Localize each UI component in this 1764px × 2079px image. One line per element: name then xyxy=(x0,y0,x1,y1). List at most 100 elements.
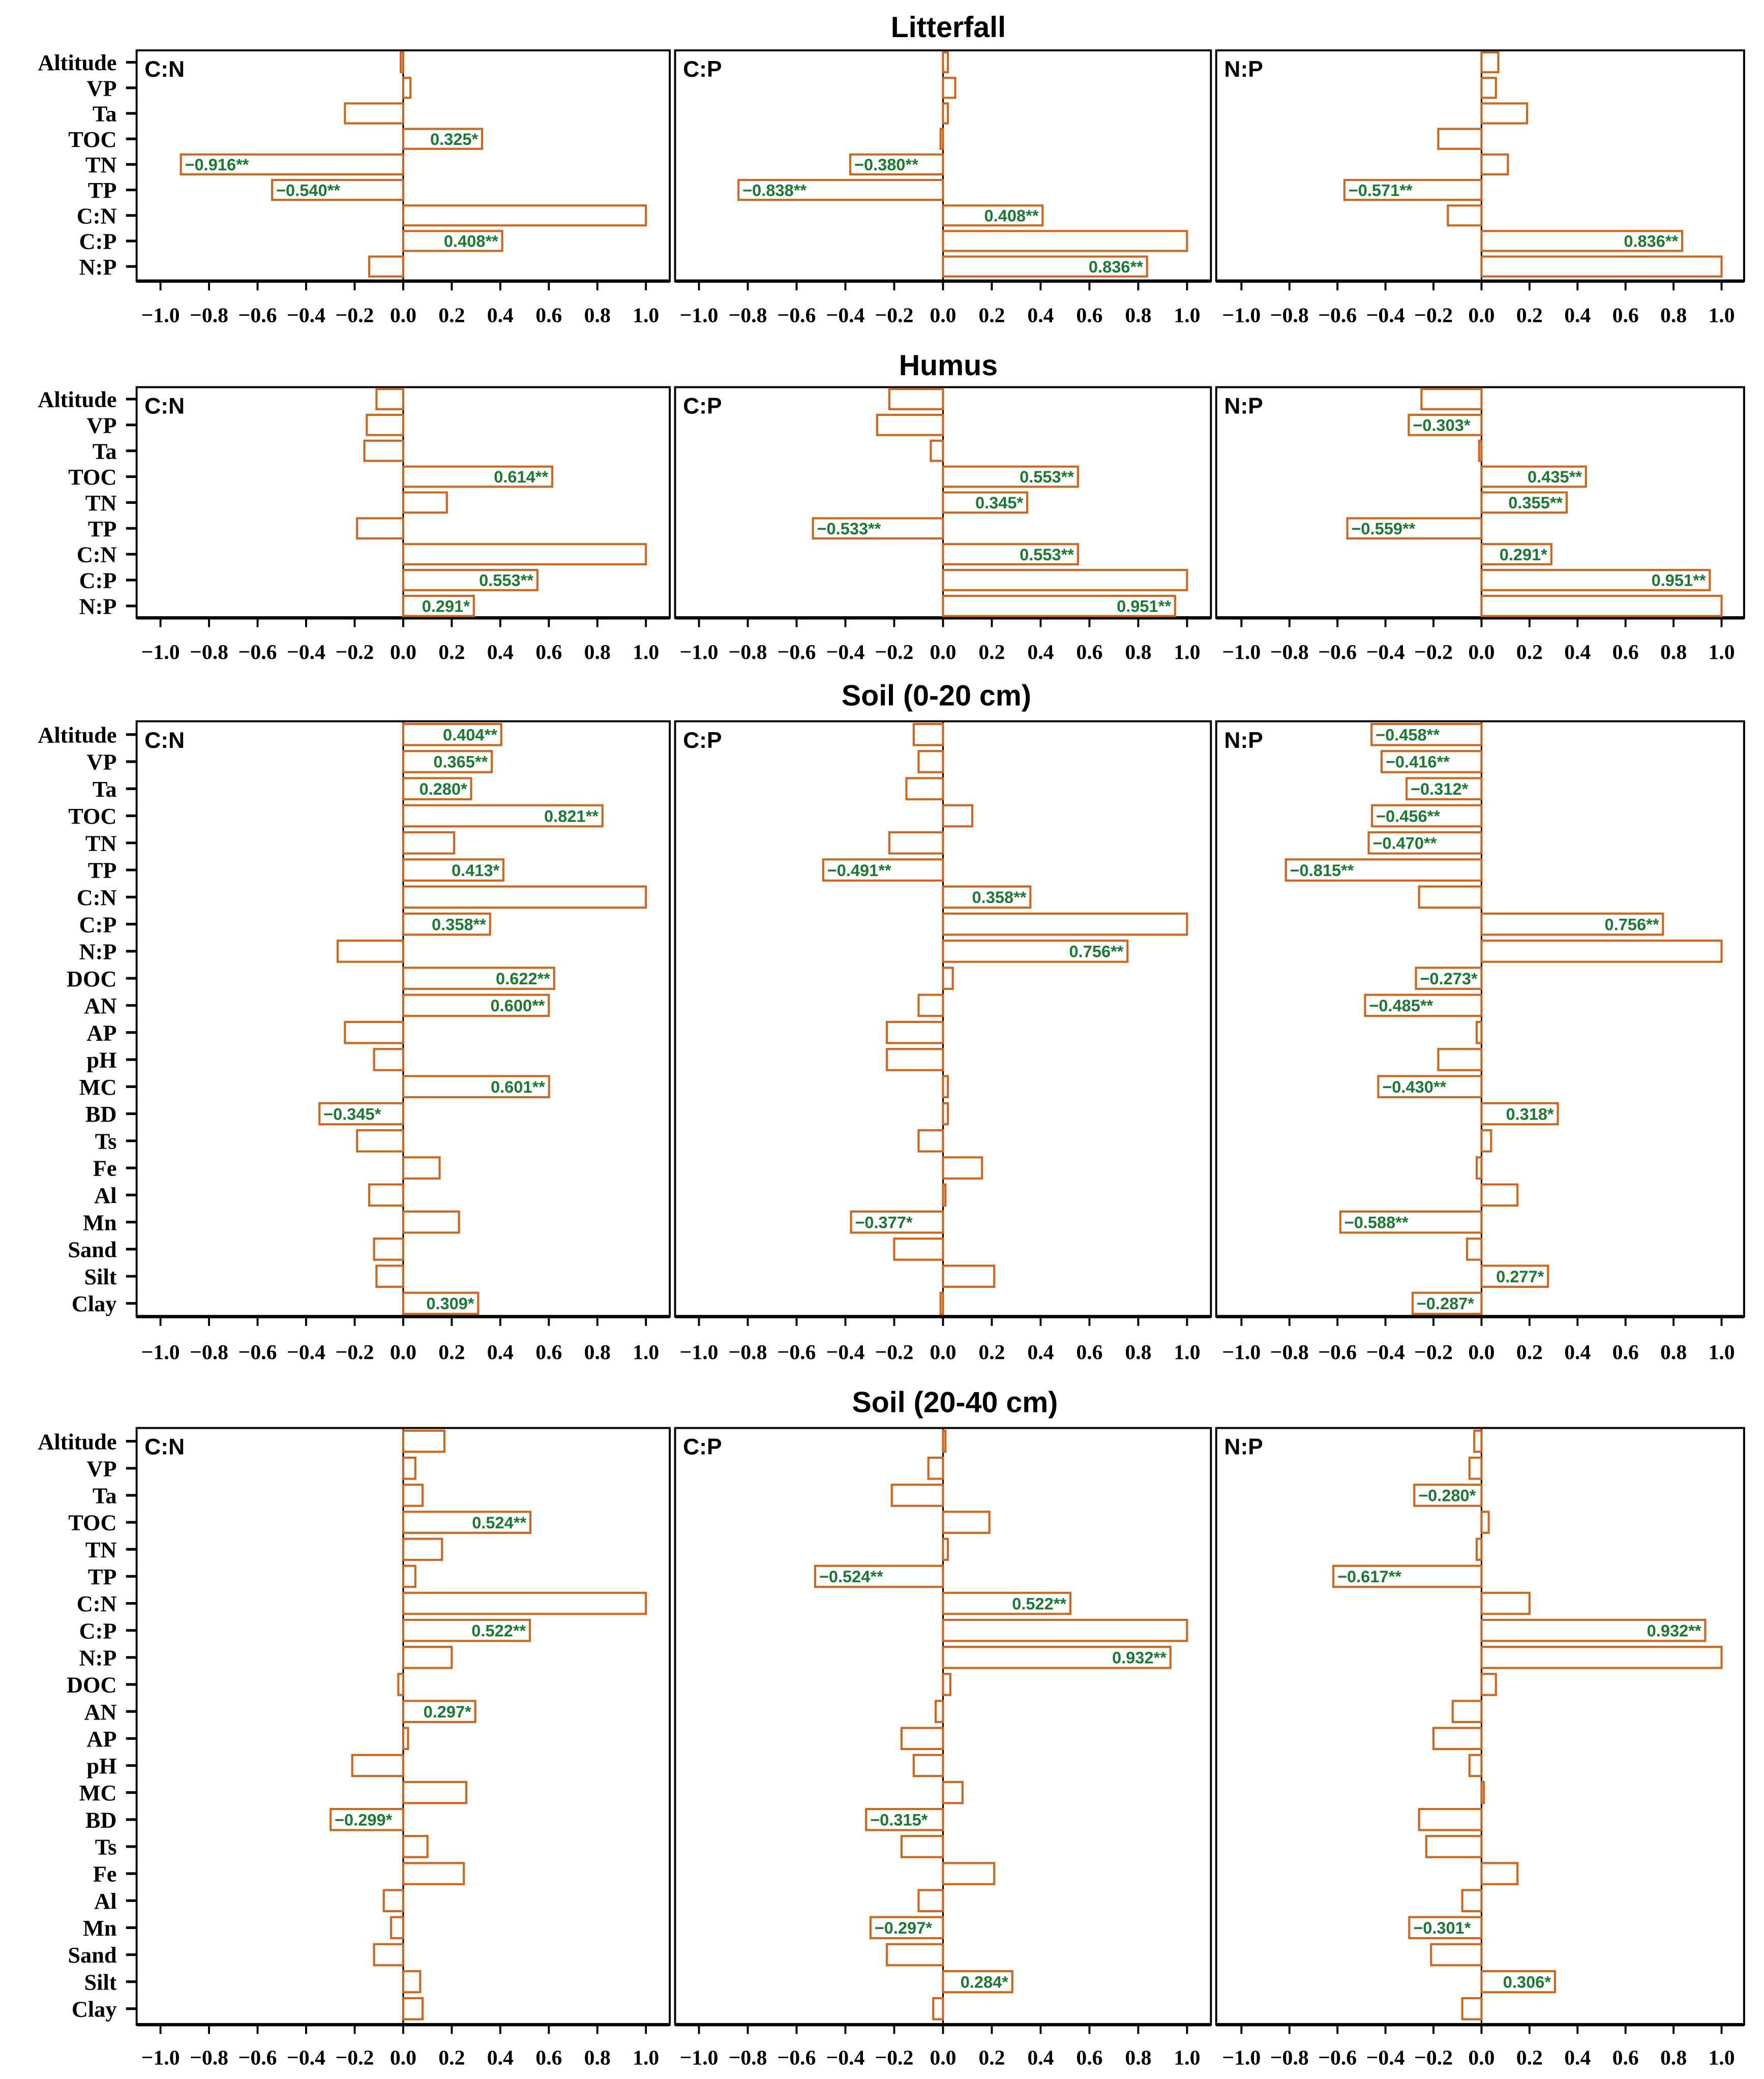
data-label: 0.325* xyxy=(430,130,479,148)
data-label: −0.297* xyxy=(875,1918,933,1937)
bar xyxy=(402,1997,424,2021)
x-tick-label: −1.0 xyxy=(1222,304,1261,327)
data-label: 0.408** xyxy=(984,206,1039,225)
x-tick-label: 0.6 xyxy=(1612,304,1639,327)
x-tick-label: 1.0 xyxy=(1708,304,1735,327)
x-tick-label: −0.2 xyxy=(1414,1341,1453,1364)
bar xyxy=(1468,1456,1483,1480)
data-label: −0.485** xyxy=(1369,996,1433,1015)
bar xyxy=(402,777,472,801)
bar xyxy=(1480,543,1552,565)
category-label: C:P xyxy=(79,912,117,937)
x-tick-label: −0.6 xyxy=(238,641,277,664)
data-label: 0.836** xyxy=(1089,257,1143,276)
panel-label: C:N xyxy=(144,728,185,753)
x-tick-label: 0.8 xyxy=(1125,2046,1151,2069)
bar xyxy=(942,1618,1188,1642)
data-label: −0.491** xyxy=(827,861,891,880)
panel-C:P: C:P −1.0 −0.8 −0.6 −0.4 −0.2 0.0 0.2 0.4 0.6 0.8 1.… xyxy=(674,386,1212,664)
bar xyxy=(1418,885,1483,909)
x-tick-label: −0.6 xyxy=(1318,304,1357,327)
bar xyxy=(849,153,944,176)
bar xyxy=(890,1484,944,1507)
bar xyxy=(1451,1700,1483,1723)
bar xyxy=(1480,1781,1485,1804)
x-tick-label: 0.4 xyxy=(1564,2046,1591,2069)
data-label: 0.553** xyxy=(1020,545,1074,564)
category-label: VP xyxy=(86,75,116,101)
bar xyxy=(912,722,944,746)
data-label: −0.815** xyxy=(1290,861,1354,880)
category-label: C:N xyxy=(77,203,117,228)
x-tick-label: −1.0 xyxy=(1222,2046,1261,2069)
data-label: −0.470** xyxy=(1372,834,1437,853)
data-label: 0.522** xyxy=(1012,1594,1066,1613)
data-label: −0.377* xyxy=(855,1213,913,1231)
x-tick-label: 0.6 xyxy=(1076,304,1102,327)
bar xyxy=(1480,491,1568,514)
x-tick-label: 0.6 xyxy=(1076,641,1102,664)
bar xyxy=(1480,102,1529,125)
category-label: Mn xyxy=(83,1915,117,1941)
bar xyxy=(942,1511,991,1534)
x-tick-label: −0.4 xyxy=(1366,304,1405,327)
category-label: AN xyxy=(84,993,116,1018)
x-tick-label: −1.0 xyxy=(141,2046,180,2069)
bar xyxy=(942,543,1079,565)
category-label: Ts xyxy=(95,1128,117,1154)
bar xyxy=(1370,722,1483,746)
bar xyxy=(402,543,647,565)
x-tick-label: −0.4 xyxy=(826,2046,865,2069)
bar xyxy=(271,178,405,201)
bar xyxy=(1480,1673,1497,1696)
bar xyxy=(1475,1020,1483,1044)
bar xyxy=(942,230,1188,252)
data-label: 0.291* xyxy=(1500,545,1548,564)
x-tick-label: 0.8 xyxy=(1660,1341,1687,1364)
x-tick-label: 0.8 xyxy=(584,304,611,327)
bar xyxy=(942,1646,1172,1669)
data-label: −0.287* xyxy=(1417,1294,1475,1313)
data-label: 0.836** xyxy=(1624,232,1678,251)
x-tick-label: −0.8 xyxy=(1270,1341,1309,1364)
bar xyxy=(344,1020,405,1044)
bar xyxy=(942,885,1032,909)
bar xyxy=(402,491,448,514)
x-tick-label: 1.0 xyxy=(1708,2046,1735,2069)
bar xyxy=(942,1781,964,1804)
bar xyxy=(402,77,412,99)
bar xyxy=(1425,1835,1483,1858)
x-tick-label: −0.6 xyxy=(778,2046,816,2069)
category-label: Clay xyxy=(72,1291,117,1316)
bar xyxy=(737,178,944,201)
bar xyxy=(402,1456,416,1480)
data-label: −0.312* xyxy=(1411,779,1469,798)
x-tick-label: 0.0 xyxy=(930,2046,956,2069)
x-tick-label: −0.4 xyxy=(826,1341,865,1364)
x-tick-label: −0.8 xyxy=(1270,304,1309,327)
x-tick-label: −0.8 xyxy=(729,304,767,327)
x-tick-label: 1.0 xyxy=(633,641,659,664)
data-label: −0.838** xyxy=(742,180,806,199)
data-label: 0.404** xyxy=(443,725,497,744)
bar xyxy=(942,804,974,828)
category-label: TOC xyxy=(68,464,116,490)
x-tick-label: 0.8 xyxy=(1125,304,1151,327)
data-label: −0.588** xyxy=(1344,1213,1409,1231)
panel-C:P: C:P −1.0 −0.8 −0.6 −0.4 −0.2 0.0 0.2 0.4 0.6 0.8 1.… xyxy=(674,720,1212,1364)
bar xyxy=(402,1210,460,1234)
x-tick-label: −0.6 xyxy=(1318,641,1357,664)
bar xyxy=(822,858,944,882)
bar xyxy=(1377,1075,1483,1099)
bar xyxy=(942,77,956,99)
bar xyxy=(1380,750,1483,773)
bar xyxy=(1284,858,1483,882)
panel-N:P: N:P −1.0 −0.8 −0.6 −0.4 −0.2 0.0 0.2 0.4 0.6 0.8 1.… xyxy=(1215,386,1745,664)
bar xyxy=(356,517,405,540)
bar xyxy=(390,1916,405,1940)
category-label: TP xyxy=(88,177,117,203)
category-label: VP xyxy=(86,412,116,438)
bar xyxy=(888,831,944,855)
x-tick-label: −1.0 xyxy=(1222,1341,1261,1364)
category-label: BD xyxy=(85,1101,117,1127)
